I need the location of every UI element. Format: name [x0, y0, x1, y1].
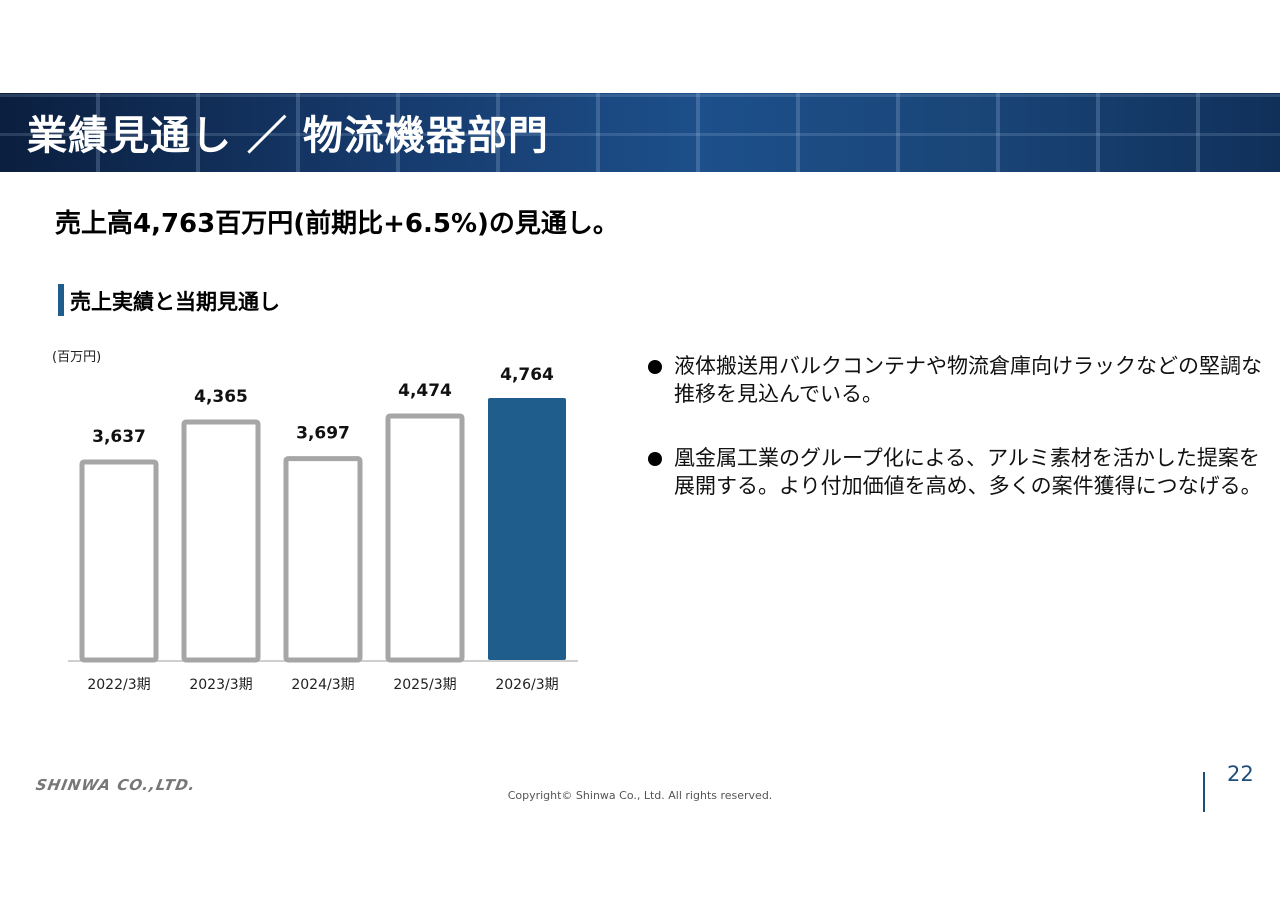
bar-2025/3期	[385, 413, 465, 663]
bar-2023/3期	[181, 419, 261, 663]
bullet-text: 凰金属工業のグループ化による、アルミ素材を活かした提案を展開する。より付加価値を…	[674, 446, 1262, 498]
bullet-dot-icon	[648, 452, 662, 466]
page-divider	[1203, 772, 1205, 812]
bullet-text: 液体搬送用バルクコンテナや物流倉庫向けラックなどの堅調な推移を見込んでいる。	[674, 354, 1262, 406]
category-label: 2023/3期	[189, 677, 252, 693]
data-label: 4,365	[194, 387, 248, 407]
banner-background-pattern	[0, 93, 1280, 172]
bullet-item: 液体搬送用バルクコンテナや物流倉庫向けラックなどの堅調な推移を見込んでいる。	[646, 352, 1266, 408]
title-banner: 業績見通し ／ 物流機器部門	[0, 93, 1280, 172]
copyright-text: Copyright© Shinwa Co., Ltd. All rights r…	[507, 789, 773, 802]
bullet-list: 液体搬送用バルクコンテナや物流倉庫向けラックなどの堅調な推移を見込んでいる。 凰…	[646, 352, 1266, 536]
sales-bar-chart: 3,637 2022/3期 4,365 2023/3期 3,697 2024/3期 4,47…	[68, 365, 578, 693]
category-label: 2024/3期	[291, 677, 354, 693]
bar-2026/3期	[488, 398, 566, 660]
bar-2022/3期	[79, 459, 159, 663]
bullet-item: 凰金属工業のグループ化による、アルミ素材を活かした提案を展開する。より付加価値を…	[646, 444, 1266, 500]
category-label: 2025/3期	[393, 677, 456, 693]
data-label: 4,474	[398, 381, 452, 401]
slide-title: 業績見通し ／ 物流機器部門	[27, 113, 549, 159]
bullet-dot-icon	[648, 360, 662, 374]
data-label: 3,697	[296, 424, 350, 444]
section-accent-bar	[58, 284, 64, 316]
section-title: 売上実績と当期見通し	[70, 290, 280, 314]
category-label: 2026/3期	[495, 677, 558, 693]
data-label: 4,764	[500, 365, 554, 385]
unit-label: (百万円)	[52, 350, 102, 365]
category-label: 2022/3期	[87, 677, 150, 693]
headline: 売上高4,763百万円(前期比+6.5%)の見通し。	[55, 209, 619, 239]
data-label: 3,637	[92, 427, 146, 447]
page-number: 22	[1227, 762, 1254, 786]
bar-2024/3期	[283, 456, 363, 663]
